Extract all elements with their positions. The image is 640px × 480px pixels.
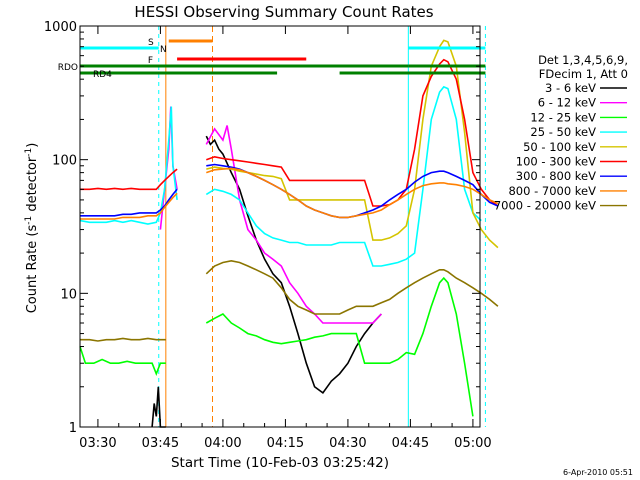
y-axis-label: Count Rate (s-1 detector-1) bbox=[24, 143, 40, 314]
y-label-end: ) bbox=[25, 143, 40, 148]
flag-label-rd4: RD4 bbox=[93, 70, 112, 80]
legend-entry-label: 300 - 800 keV bbox=[516, 169, 596, 183]
chart-title: HESSI Observing Summary Count Rates bbox=[134, 3, 433, 21]
legend-entry-label: 800 - 7000 keV bbox=[508, 184, 596, 198]
legend-header-2: FDecim 1, Att 0 bbox=[539, 67, 628, 81]
footer-date: 6-Apr-2010 05:51 bbox=[563, 468, 633, 477]
y-tick-label: 100 bbox=[52, 154, 77, 169]
y-label-sup2: -1 bbox=[24, 148, 34, 157]
plot-area: SNF RDO RD4 bbox=[58, 26, 499, 428]
series-trace-5-1 bbox=[206, 58, 499, 207]
series-trace-3-1 bbox=[205, 85, 482, 267]
series-trace-3-0 bbox=[79, 106, 178, 225]
plot-frame bbox=[79, 25, 481, 428]
y-tick-label: 1000 bbox=[44, 20, 77, 35]
axes: 03:30 03:45 04:00 04:15 04:30 04:45 05:00 1 10 10… bbox=[44, 20, 492, 451]
flag-label-n: N bbox=[160, 45, 167, 55]
series-trace-1-1 bbox=[205, 125, 382, 324]
legend-entry-label: 12 - 25 keV bbox=[530, 110, 596, 124]
legend-header-1: Det 1,3,4,5,6,9, bbox=[538, 53, 628, 67]
legend-entry-label: 50 - 100 keV bbox=[523, 140, 596, 154]
series-trace-8-1 bbox=[205, 259, 499, 315]
series-trace-5-0 bbox=[80, 168, 178, 191]
legend-entry-label: 100 - 300 keV bbox=[516, 155, 596, 169]
x-axis-label: Start Time (10-Feb-03 03:25:42) bbox=[171, 455, 389, 471]
legend-entry-label: 3 - 6 keV bbox=[545, 81, 596, 95]
x-tick-label: 04:00 bbox=[204, 436, 241, 451]
flag-label-rdo: RDO bbox=[58, 63, 78, 73]
series-trace-4-1 bbox=[206, 39, 499, 249]
x-tick-label: 03:45 bbox=[142, 436, 179, 451]
x-tick-label: 04:15 bbox=[267, 436, 304, 451]
series-trace-2-1 bbox=[205, 276, 474, 417]
legend-entry-label: 6 - 12 keV bbox=[538, 96, 596, 110]
x-tick-label: 04:45 bbox=[392, 436, 429, 451]
y-tick-label: 10 bbox=[60, 287, 77, 302]
x-tick-label: 05:00 bbox=[454, 436, 491, 451]
y-label-main: Count Rate (s bbox=[25, 225, 40, 314]
legend-entry-label: 25 - 50 keV bbox=[530, 125, 596, 139]
series-trace-7-0 bbox=[80, 192, 178, 220]
y-label-mid: detector bbox=[25, 156, 40, 216]
flag-label-f: F bbox=[148, 56, 153, 66]
series-trace-8-0 bbox=[80, 337, 166, 342]
flag-label-s: S bbox=[148, 38, 154, 48]
legend: Det 1,3,4,5,6,9, FDecim 1, Att 0 3 - 6 k… bbox=[494, 53, 628, 213]
y-tick-label: 1 bbox=[69, 421, 77, 436]
legend-entry-label: 7000 - 20000 keV bbox=[494, 199, 596, 213]
series-trace-6-0 bbox=[80, 188, 178, 217]
x-tick-label: 03:30 bbox=[79, 436, 116, 451]
y-label-sup1: -1 bbox=[24, 216, 34, 225]
series-trace-2-0 bbox=[79, 346, 166, 376]
series-trace-0-1 bbox=[205, 135, 382, 395]
series-trace-7-1 bbox=[206, 167, 499, 219]
series-trace-1-0 bbox=[159, 106, 178, 230]
x-tick-label: 04:30 bbox=[329, 436, 366, 451]
